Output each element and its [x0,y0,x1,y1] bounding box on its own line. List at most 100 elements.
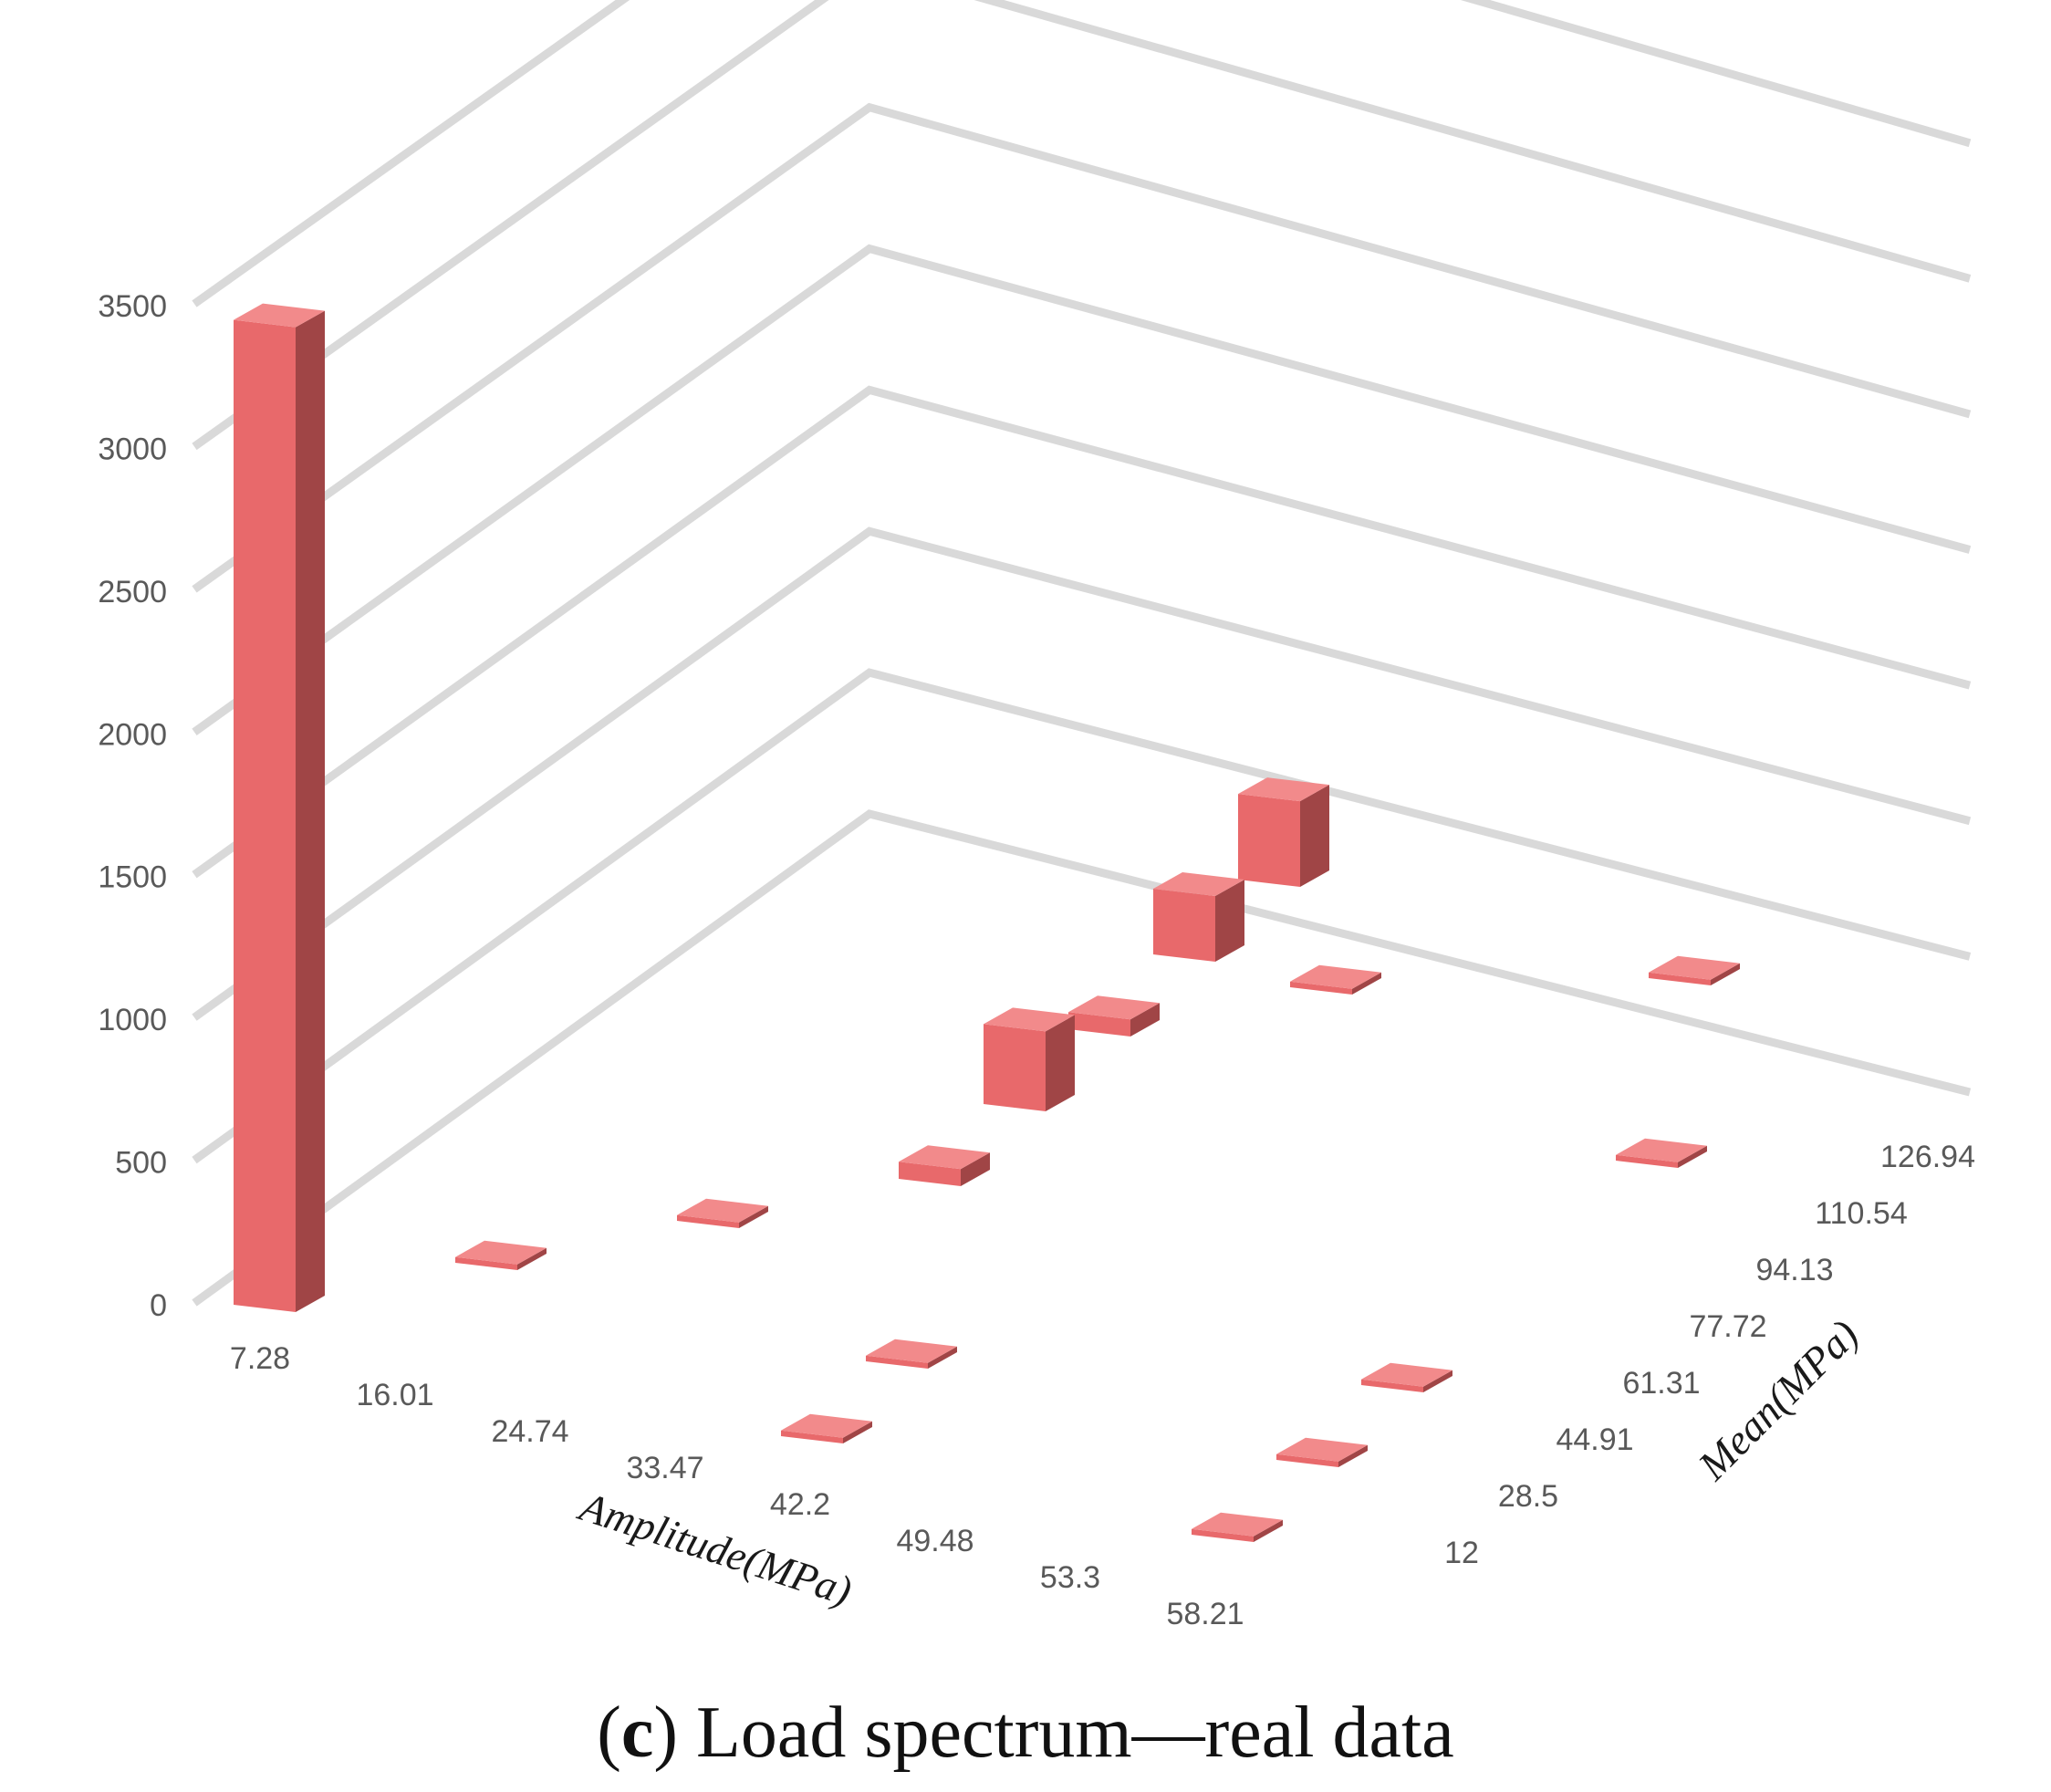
bar [984,1007,1075,1111]
mean-tick-label: 61.31 [1622,1366,1700,1401]
bar-side-face [1300,785,1329,887]
bar [1238,777,1329,887]
bar [1068,995,1160,1037]
bar-top-face [1068,995,1160,1020]
bar [1276,1437,1368,1467]
gridlines [192,0,1972,1307]
bar-side-face [1678,1145,1707,1168]
bar-side-face [739,1205,768,1228]
bar-top-face [1238,777,1329,802]
bar-side-face [1215,880,1244,962]
bar-front-face [1361,1379,1423,1392]
mean-tick-label: 44.91 [1556,1422,1633,1457]
bar-side-face [1254,1519,1283,1542]
amplitude-tick-label: 16.01 [356,1378,433,1412]
bar-top-face [781,1413,872,1438]
amplitude-tick-label: 49.48 [896,1524,973,1558]
figure-caption: (c) Load spectrum—real data [597,1693,1454,1773]
bar-front-face [899,1162,961,1186]
gridline [192,526,1972,1021]
bar-top-face [1153,872,1244,897]
bar-top-face [1290,964,1381,989]
bar-side-face [1423,1370,1452,1392]
z-tick-label: 3500 [98,289,167,324]
bar-front-face [1192,1528,1254,1542]
bar [1616,1138,1707,1168]
mean-tick-label: 77.72 [1689,1309,1766,1344]
bar [455,1240,547,1270]
bar-front-face [234,319,296,1313]
bar-front-face [1238,794,1300,887]
bar-side-face [1352,972,1381,995]
mean-tick-label: 126.94 [1880,1140,1975,1174]
bar-front-face [455,1256,517,1270]
amplitude-tick-label: 24.74 [491,1414,568,1449]
bar-top-face [1649,955,1740,980]
bar-side-face [843,1421,872,1443]
z-tick-label: 2000 [98,717,167,752]
z-axis-ticks: 0 500 1000 1500 2000 2500 3000 3500 [98,289,167,1323]
bar-front-face [866,1355,928,1369]
gridline [192,244,1972,735]
caption-suffix: ) Load spectrum—real data [653,1693,1453,1773]
bar-side-face [517,1247,547,1270]
bar-front-face [1290,981,1352,995]
gridline [192,668,1972,1164]
bar [1290,964,1381,995]
z-tick-label: 500 [115,1146,167,1181]
bar-front-face [1649,972,1711,985]
gridline [192,0,1972,451]
bar [866,1339,957,1369]
z-tick-label: 3000 [98,432,167,466]
caption-letter: c [621,1693,654,1773]
bar-side-face [961,1152,990,1186]
gridline [192,809,1972,1307]
amplitude-tick-label: 53.3 [1040,1560,1100,1595]
amplitude-axis-ticks: 7.28 16.01 24.74 33.47 42.2 49.48 53.3 58.21 [230,1341,1244,1631]
bar [1649,955,1740,985]
bar-top-face [455,1240,547,1265]
bar-side-face [928,1346,957,1369]
bar-front-face [1616,1154,1678,1168]
bar-front-face [1153,889,1215,962]
gridline [192,102,1972,593]
amplitude-tick-label: 42.2 [770,1487,830,1522]
bar-top-face [234,303,325,328]
bar-front-face [781,1430,843,1443]
bar-front-face [1276,1453,1338,1467]
bar-side-face [296,310,325,1313]
bar-front-face [677,1214,739,1228]
bar-side-face [1711,963,1740,985]
gridline [192,0,1972,307]
bar [781,1413,872,1443]
mean-tick-label: 12 [1444,1536,1479,1570]
z-tick-label: 1000 [98,1003,167,1037]
bars [234,303,1740,1542]
mean-tick-label: 94.13 [1755,1253,1833,1287]
z-tick-label: 1500 [98,860,167,895]
bar-front-face [984,1024,1046,1111]
bar-top-face [1192,1512,1283,1537]
bar-top-face [677,1198,768,1223]
amplitude-tick-label: 7.28 [230,1341,290,1376]
bar-front-face [1068,1012,1130,1037]
bar [677,1198,768,1228]
bar-side-face [1338,1444,1368,1467]
bar [1153,872,1244,962]
gridline [192,385,1972,879]
bar [899,1145,990,1186]
mean-tick-label: 110.54 [1815,1196,1907,1231]
caption-prefix: ( [597,1693,621,1773]
bar-top-face [866,1339,957,1363]
bar [234,303,325,1313]
bar-top-face [1616,1138,1707,1162]
bar-side-face [1046,1015,1075,1111]
amplitude-tick-label: 33.47 [626,1451,703,1485]
mean-tick-label: 28.5 [1498,1479,1558,1514]
bar-top-face [1276,1437,1368,1462]
bar-top-face [899,1145,990,1170]
amplitude-tick-label: 58.21 [1166,1597,1244,1631]
bar-top-face [984,1007,1075,1032]
bar-side-face [1130,1003,1160,1037]
